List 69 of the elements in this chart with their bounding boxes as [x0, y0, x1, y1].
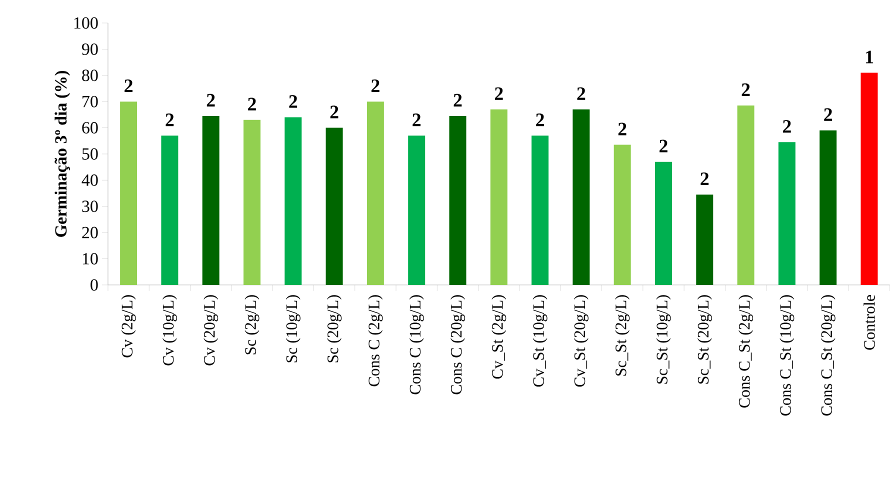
annotation: 2: [824, 108, 832, 121]
annotation: 2: [454, 94, 462, 106]
x-tick-label: Sc (10g/L): [286, 295, 300, 362]
x-tick-label: Sc_St (2g/L): [615, 295, 630, 376]
x-tick-label: Cons C_St (10g/L): [780, 295, 794, 416]
annotation: 2: [494, 87, 503, 100]
annotation: 2: [660, 140, 668, 152]
x-tick-label: Cv (2g/L): [121, 295, 136, 358]
bar: [737, 106, 754, 285]
bar: [654, 162, 672, 285]
y-tick-label: 60: [82, 122, 98, 134]
bar: [449, 116, 466, 285]
y-tick-label: 70: [82, 96, 98, 108]
x-tick-label: Sc_St (20g/L): [697, 295, 712, 384]
annotation: 2: [577, 87, 586, 100]
annotation: 2: [289, 95, 298, 108]
x-tick-label: Cons C (20g/L): [450, 295, 466, 394]
annotation: 2: [330, 106, 338, 118]
y-tick-label: 80: [82, 70, 98, 82]
x-tick-label: Cv (10g/L): [162, 295, 177, 366]
annotation: 2: [372, 80, 380, 92]
x-tick-label: Sc_St (10g/L): [656, 295, 671, 384]
bar: [490, 109, 508, 285]
y-tick-label: 20: [82, 226, 98, 238]
y-tick-label: 100: [74, 17, 98, 29]
y-tick-label: 50: [82, 148, 98, 160]
bar: [572, 109, 590, 285]
y-axis-title: Germinação 3º dia (%): [54, 70, 70, 237]
y-tick-label: 0: [90, 279, 98, 291]
annotation: 2: [166, 114, 174, 126]
annotation: 2: [782, 120, 791, 133]
annotation: 2: [206, 94, 215, 106]
x-tick-label: Sc (2g/L): [244, 295, 260, 354]
bar: [408, 136, 426, 285]
bar: [120, 102, 138, 285]
bar: [284, 117, 302, 285]
bar: [161, 136, 178, 285]
bar: [326, 128, 343, 285]
x-tick-label: Sc (20g/L): [327, 295, 342, 362]
x-tick-label: Cv_St (20g/L): [574, 295, 588, 387]
x-tick-label: Controle: [864, 295, 875, 350]
x-tick-label: Cons C_St (20g/L): [820, 295, 836, 416]
bar: [778, 142, 796, 285]
annotation: 2: [742, 83, 750, 96]
annotation: 2: [700, 172, 709, 186]
annotation: 2: [618, 122, 626, 136]
annotation: 2: [536, 114, 544, 126]
y-tick-label: 30: [82, 200, 98, 212]
bar: [614, 144, 631, 285]
annotation: 2: [412, 114, 421, 126]
x-tick-label: Cons C (10g/L): [409, 295, 424, 394]
y-tick-label: 10: [82, 253, 98, 265]
bar: [202, 116, 220, 285]
x-tick-label: Cons C_St (2g/L): [738, 295, 754, 408]
annotation: 2: [124, 80, 132, 92]
y-tick-label: 90: [82, 43, 98, 55]
bar: [244, 120, 260, 285]
annotation: 1: [866, 50, 874, 64]
x-tick-label: Cons C (2g/L): [368, 295, 383, 386]
bar: [366, 102, 384, 285]
annotation: 2: [248, 98, 256, 110]
bar: [532, 136, 549, 285]
y-tick-label: 40: [82, 174, 98, 186]
x-tick-label: Cv (20g/L): [204, 295, 218, 366]
bar: [820, 130, 837, 285]
x-tick-label: Cv_St (10g/L): [532, 295, 548, 387]
bar: [860, 72, 878, 285]
bar: [696, 194, 714, 285]
x-tick-label: Cv_St (2g/L): [492, 295, 506, 379]
